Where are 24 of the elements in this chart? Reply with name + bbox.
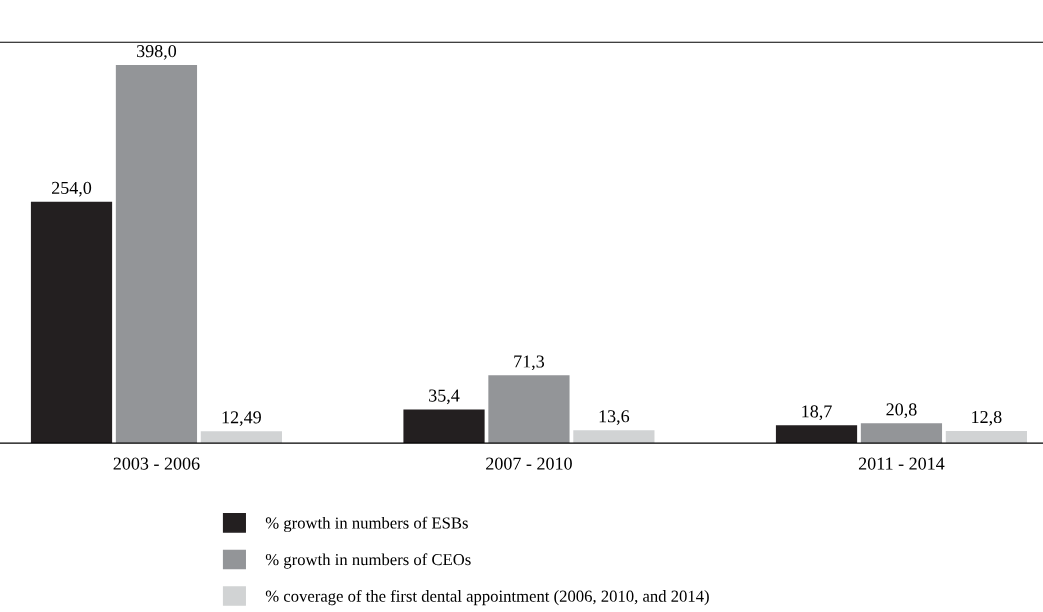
x-tick-label: 2011 - 2014	[858, 457, 945, 470]
bar	[945, 430, 1027, 444]
data-label: 12,8	[972, 410, 1002, 426]
bar	[30, 201, 113, 444]
data-label: 398,0	[137, 45, 177, 60]
bar	[860, 423, 943, 444]
data-label: 13,6	[599, 410, 630, 425]
data-label: 18,7	[802, 405, 832, 421]
bar	[403, 409, 485, 444]
data-label: 20,8	[886, 403, 917, 419]
legend-label: % coverage of the first dental appointment (2006, 2010, and 2014)	[265, 589, 709, 606]
data-label: 254,0	[52, 181, 92, 197]
bar	[115, 65, 198, 444]
legend-label: % growth in numbers of ESBs	[265, 516, 468, 533]
legend-label: % growth in numbers of CEOs	[265, 553, 471, 569]
x-tick-label: 2007 - 2010	[486, 457, 572, 470]
bar	[200, 431, 282, 444]
bar	[488, 375, 570, 444]
data-label: 12,49	[222, 411, 261, 426]
x-tick-label: 2003 - 2006	[113, 457, 200, 470]
bar	[573, 430, 655, 444]
data-label: 35,4	[429, 389, 460, 405]
data-label: 71,3	[514, 355, 545, 371]
bar	[775, 425, 858, 444]
